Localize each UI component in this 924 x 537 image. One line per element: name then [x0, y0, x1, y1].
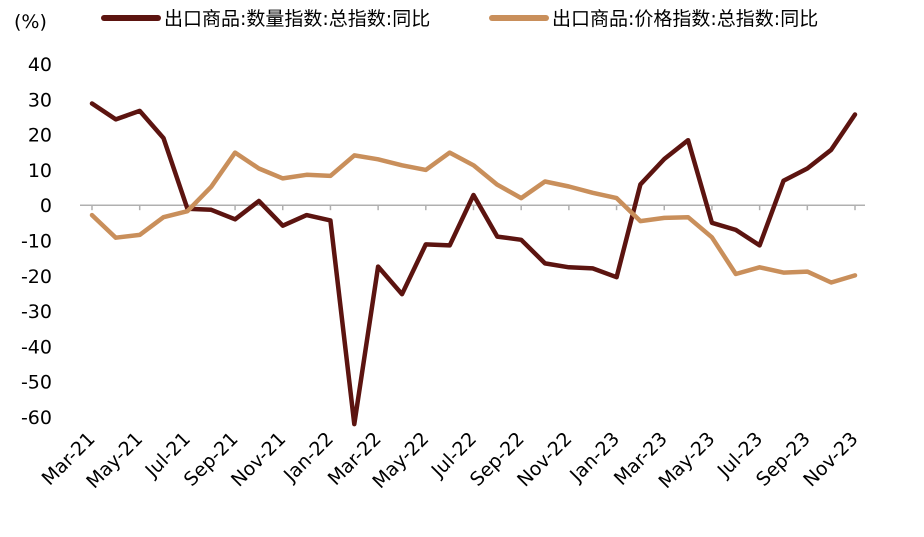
y-tick-label: -30 [21, 301, 52, 323]
y-tick-label: 0 [40, 195, 52, 217]
series-line-quantity [89, 101, 858, 427]
y-tick-label: 20 [28, 125, 52, 147]
y-axis-unit-label: (%) [14, 11, 47, 33]
y-tick-label: 30 [28, 89, 52, 111]
y-axis-ticks: 40 30 20 10 0 -10 -20 -30 -40 -50 -60 [21, 54, 52, 429]
y-tick-label: -10 [21, 231, 52, 253]
series-layer [89, 101, 858, 427]
y-tick-label: 10 [28, 160, 52, 182]
y-tick-label: -50 [21, 372, 52, 394]
x-axis: Mar-21May-21Jul-21Sep-21Nov-21Jan-22Mar-… [38, 204, 865, 493]
legend-label-price: 出口商品:价格指数:总指数:同比 [552, 8, 818, 30]
legend: 出口商品:数量指数:总指数:同比 出口商品:价格指数:总指数:同比 [101, 8, 818, 30]
y-tick-label: 40 [28, 54, 52, 76]
y-tick-label: -20 [21, 266, 52, 288]
y-tick-label: -60 [21, 407, 52, 429]
y-tick-label: -40 [21, 336, 52, 358]
legend-label-quantity: 出口商品:数量指数:总指数:同比 [164, 8, 430, 30]
series-line-price [89, 150, 858, 285]
